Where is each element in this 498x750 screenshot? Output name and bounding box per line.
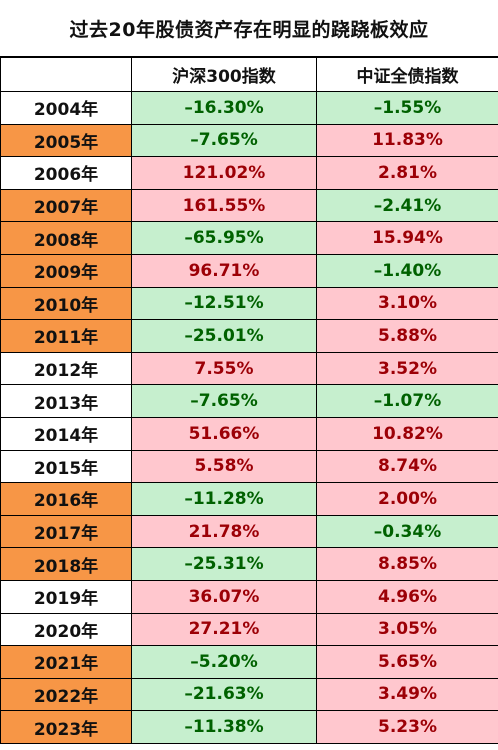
table-title: 过去20年股债资产存在明显的跷跷板效应 [0, 0, 498, 57]
table-row: 2020年 27.21% 3.05% [0, 612, 498, 647]
hs300-return-cell: 5.58% [131, 449, 317, 484]
hs300-return-cell: –11.38% [131, 710, 317, 744]
table-row: 2018年 –25.31% 8.85% [0, 547, 498, 581]
hs300-return-cell: 121.02% [131, 156, 317, 190]
bond-return-cell: 8.85% [316, 547, 498, 581]
year-cell: 2015年 [0, 449, 132, 484]
year-cell: 2018年 [0, 547, 132, 581]
year-cell: 2009年 [0, 253, 132, 288]
table-row: 2017年 21.78% –0.34% [0, 514, 498, 549]
year-cell: 2006年 [0, 156, 132, 190]
hs300-return-cell: 27.21% [131, 612, 317, 647]
hs300-return-cell: –5.20% [131, 645, 317, 679]
year-cell: 2023年 [0, 710, 132, 744]
bond-return-cell: 8.74% [316, 449, 498, 484]
returns-table: 沪深300指数 中证全债指数 2004年 –16.30% –1.55% 2005年 –7… [0, 57, 498, 744]
hs300-return-cell: –12.51% [131, 286, 317, 321]
year-cell: 2016年 [0, 482, 132, 516]
header-year [0, 57, 132, 92]
year-cell: 2010年 [0, 286, 132, 321]
table-row: 2005年 –7.65% 11.83% [0, 123, 498, 158]
hs300-return-cell: 161.55% [131, 188, 317, 223]
table-row: 2021年 –5.20% 5.65% [0, 645, 498, 679]
year-cell: 2007年 [0, 188, 132, 223]
bond-return-cell: 10.82% [316, 416, 498, 451]
table-row: 2011年 –25.01% 5.88% [0, 319, 498, 353]
table-row: 2014年 51.66% 10.82% [0, 416, 498, 451]
year-cell: 2008年 [0, 221, 132, 255]
bond-return-cell: 5.65% [316, 645, 498, 679]
table-row: 2006年 121.02% 2.81% [0, 156, 498, 190]
hs300-return-cell: –21.63% [131, 677, 317, 712]
year-cell: 2014年 [0, 416, 132, 451]
year-cell: 2004年 [0, 91, 132, 125]
year-cell: 2013年 [0, 384, 132, 418]
hs300-return-cell: 21.78% [131, 514, 317, 549]
hs300-return-cell: 51.66% [131, 416, 317, 451]
bond-return-cell: 3.05% [316, 612, 498, 647]
header-row: 沪深300指数 中证全债指数 [0, 57, 498, 92]
bond-return-cell: 3.10% [316, 286, 498, 321]
table-row: 2015年 5.58% 8.74% [0, 449, 498, 484]
hs300-return-cell: –7.65% [131, 123, 317, 158]
hs300-return-cell: –25.01% [131, 319, 317, 353]
year-cell: 2012年 [0, 351, 132, 386]
header-bond: 中证全债指数 [316, 57, 498, 92]
hs300-return-cell: –16.30% [131, 91, 317, 125]
bond-return-cell: –1.55% [316, 91, 498, 125]
table-row: 2007年 161.55% –2.41% [0, 188, 498, 223]
bond-return-cell: 4.96% [316, 579, 498, 614]
bond-return-cell: 3.52% [316, 351, 498, 386]
table-row: 2016年 –11.28% 2.00% [0, 482, 498, 516]
hs300-return-cell: 7.55% [131, 351, 317, 386]
table-row: 2004年 –16.30% –1.55% [0, 91, 498, 125]
year-cell: 2019年 [0, 579, 132, 614]
hs300-return-cell: –25.31% [131, 547, 317, 581]
table-row: 2009年 96.71% –1.40% [0, 253, 498, 288]
year-cell: 2021年 [0, 645, 132, 679]
year-cell: 2017年 [0, 514, 132, 549]
bond-return-cell: –1.07% [316, 384, 498, 418]
bond-return-cell: 5.88% [316, 319, 498, 353]
year-cell: 2020年 [0, 612, 132, 647]
bond-return-cell: 11.83% [316, 123, 498, 158]
table-row: 2023年 –11.38% 5.23% [0, 710, 498, 744]
bond-return-cell: –2.41% [316, 188, 498, 223]
table-row: 2019年 36.07% 4.96% [0, 579, 498, 614]
year-cell: 2022年 [0, 677, 132, 712]
table-row: 2010年 –12.51% 3.10% [0, 286, 498, 321]
table-row: 2013年 –7.65% –1.07% [0, 384, 498, 418]
bond-return-cell: 3.49% [316, 677, 498, 712]
hs300-return-cell: –11.28% [131, 482, 317, 516]
hs300-return-cell: –7.65% [131, 384, 317, 418]
bond-return-cell: 15.94% [316, 221, 498, 255]
bond-return-cell: 2.81% [316, 156, 498, 190]
table-row: 2022年 –21.63% 3.49% [0, 677, 498, 712]
bond-return-cell: –1.40% [316, 253, 498, 288]
table-row: 2008年 –65.95% 15.94% [0, 221, 498, 255]
bond-return-cell: 2.00% [316, 482, 498, 516]
hs300-return-cell: 96.71% [131, 253, 317, 288]
year-cell: 2011年 [0, 319, 132, 353]
bond-return-cell: 5.23% [316, 710, 498, 744]
table-row: 2012年 7.55% 3.52% [0, 351, 498, 386]
header-hs300: 沪深300指数 [131, 57, 317, 92]
hs300-return-cell: 36.07% [131, 579, 317, 614]
bond-return-cell: –0.34% [316, 514, 498, 549]
year-cell: 2005年 [0, 123, 132, 158]
table-body: 2004年 –16.30% –1.55% 2005年 –7.65% 11.83% 2006年… [0, 91, 498, 744]
hs300-return-cell: –65.95% [131, 221, 317, 255]
